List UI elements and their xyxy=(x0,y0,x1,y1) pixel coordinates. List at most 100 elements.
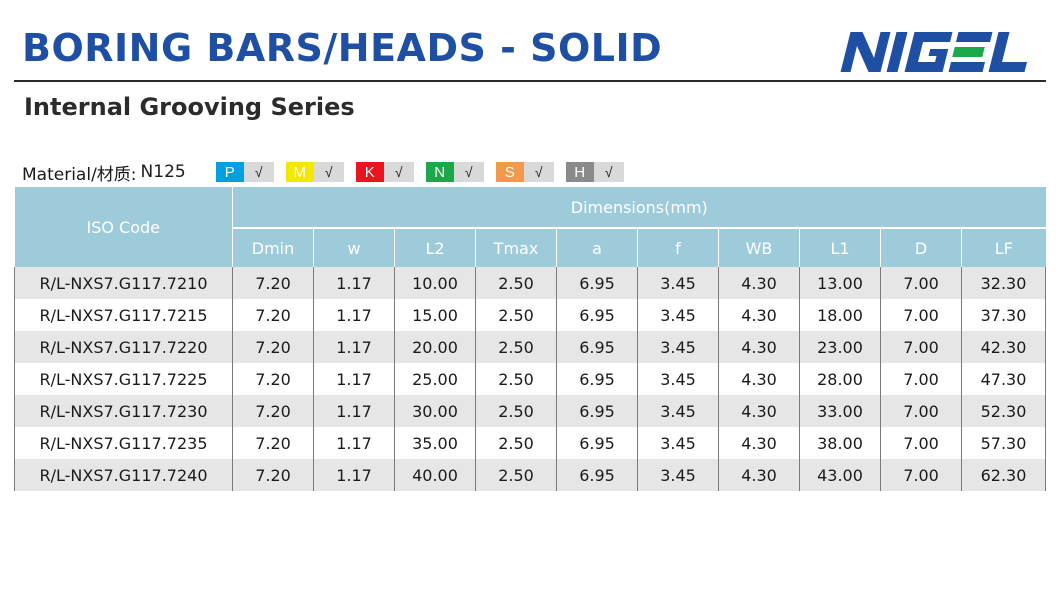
badge-code: S xyxy=(495,162,524,182)
table-cell: 2.50 xyxy=(475,395,557,427)
iso-code-header: ISO Code xyxy=(14,187,233,267)
column-header-tmax: Tmax xyxy=(475,228,557,267)
table-cell: 1.17 xyxy=(313,331,395,363)
material-row: Material/材质: N125 P √ M √ K √ N √ S √ H √ xyxy=(22,160,636,185)
table-cell: 37.30 xyxy=(961,299,1047,331)
table-cell: 3.45 xyxy=(637,459,719,491)
table-cell: 62.30 xyxy=(961,459,1047,491)
table-cell: 1.17 xyxy=(313,363,395,395)
badge-code: N xyxy=(425,162,454,182)
table-cell: 3.45 xyxy=(637,331,719,363)
table-cell: 20.00 xyxy=(394,331,476,363)
table-cell: 7.20 xyxy=(232,459,314,491)
table-cell: 28.00 xyxy=(799,363,881,395)
table-cell: 47.30 xyxy=(961,363,1047,395)
table-cell: 52.30 xyxy=(961,395,1047,427)
series-subtitle: Internal Grooving Series xyxy=(24,93,355,121)
iso-code-cell: R/L-NXS7.G117.7225 xyxy=(14,363,233,395)
table-row: R/L-NXS7.G117.7240 7.20 1.17 40.00 2.50 6.95 3… xyxy=(14,459,1047,491)
table-cell: 7.20 xyxy=(232,331,314,363)
badge-code: H xyxy=(565,162,594,182)
table-cell: 25.00 xyxy=(394,363,476,395)
table-cell: 35.00 xyxy=(394,427,476,459)
table-cell: 30.00 xyxy=(394,395,476,427)
column-header-f: f xyxy=(637,228,719,267)
table-cell: 7.20 xyxy=(232,267,314,299)
table-cell: 7.20 xyxy=(232,299,314,331)
table-cell: 42.30 xyxy=(961,331,1047,363)
table-cell: 1.17 xyxy=(313,427,395,459)
table-row: R/L-NXS7.G117.7230 7.20 1.17 30.00 2.50 6.95 3… xyxy=(14,395,1047,427)
table-cell: 3.45 xyxy=(637,363,719,395)
table-cell: 2.50 xyxy=(475,363,557,395)
check-icon: √ xyxy=(593,162,624,182)
table-row: R/L-NXS7.G117.7215 7.20 1.17 15.00 2.50 6.95 3… xyxy=(14,299,1047,331)
table-cell: 4.30 xyxy=(718,459,800,491)
table-row: R/L-NXS7.G117.7220 7.20 1.17 20.00 2.50 6.95 3… xyxy=(14,331,1047,363)
table-cell: 7.00 xyxy=(880,427,962,459)
material-badge-p: P √ xyxy=(215,162,274,182)
material-badge-n: N √ xyxy=(425,162,484,182)
table-cell: 23.00 xyxy=(799,331,881,363)
check-icon: √ xyxy=(383,162,414,182)
table-cell: 6.95 xyxy=(556,331,638,363)
table-cell: 13.00 xyxy=(799,267,881,299)
column-header-l2: L2 xyxy=(394,228,476,267)
table-cell: 2.50 xyxy=(475,427,557,459)
dimensions-table: ISO Code Dimensions(mm) Dmin w L2 Tmax a f WB L… xyxy=(14,187,1047,491)
table-cell: 4.30 xyxy=(718,363,800,395)
table-cell: 6.95 xyxy=(556,395,638,427)
table-cell: 4.30 xyxy=(718,395,800,427)
material-badge-h: H √ xyxy=(565,162,624,182)
table-row: R/L-NXS7.G117.7210 7.20 1.17 10.00 2.50 6.95 3… xyxy=(14,267,1047,299)
iso-code-cell: R/L-NXS7.G117.7230 xyxy=(14,395,233,427)
table-cell: 15.00 xyxy=(394,299,476,331)
table-cell: 6.95 xyxy=(556,427,638,459)
iso-code-cell: R/L-NXS7.G117.7235 xyxy=(14,427,233,459)
table-cell: 1.17 xyxy=(313,459,395,491)
material-badge-k: K √ xyxy=(355,162,414,182)
table-cell: 57.30 xyxy=(961,427,1047,459)
iso-code-cell: R/L-NXS7.G117.7240 xyxy=(14,459,233,491)
table-cell: 2.50 xyxy=(475,459,557,491)
table-cell: 6.95 xyxy=(556,267,638,299)
table-cell: 32.30 xyxy=(961,267,1047,299)
column-header-dmin: Dmin xyxy=(232,228,314,267)
table-cell: 7.20 xyxy=(232,427,314,459)
badge-code: K xyxy=(355,162,384,182)
table-cell: 3.45 xyxy=(637,395,719,427)
table-cell: 2.50 xyxy=(475,331,557,363)
iso-code-cell: R/L-NXS7.G117.7215 xyxy=(14,299,233,331)
check-icon: √ xyxy=(453,162,484,182)
table-cell: 7.20 xyxy=(232,363,314,395)
table-cell: 7.20 xyxy=(232,395,314,427)
table-cell: 4.30 xyxy=(718,267,800,299)
column-header-l1: L1 xyxy=(799,228,881,267)
table-cell: 40.00 xyxy=(394,459,476,491)
badge-code: P xyxy=(215,162,244,182)
table-cell: 2.50 xyxy=(475,299,557,331)
column-header-w: w xyxy=(313,228,395,267)
table-cell: 7.00 xyxy=(880,267,962,299)
iso-code-cell: R/L-NXS7.G117.7210 xyxy=(14,267,233,299)
header-divider xyxy=(14,80,1046,82)
table-cell: 18.00 xyxy=(799,299,881,331)
table-cell: 7.00 xyxy=(880,299,962,331)
nigel-logo xyxy=(840,32,1028,72)
table-cell: 3.45 xyxy=(637,299,719,331)
table-row: R/L-NXS7.G117.7225 7.20 1.17 25.00 2.50 6.95 3… xyxy=(14,363,1047,395)
table-cell: 1.17 xyxy=(313,395,395,427)
check-icon: √ xyxy=(523,162,554,182)
material-badges: P √ M √ K √ N √ S √ H √ xyxy=(215,162,636,182)
check-icon: √ xyxy=(313,162,344,182)
table-cell: 2.50 xyxy=(475,267,557,299)
table-cell: 3.45 xyxy=(637,427,719,459)
table-cell: 4.30 xyxy=(718,427,800,459)
table-cell: 10.00 xyxy=(394,267,476,299)
iso-code-cell: R/L-NXS7.G117.7220 xyxy=(14,331,233,363)
table-cell: 33.00 xyxy=(799,395,881,427)
material-grade: N125 xyxy=(140,162,186,182)
table-cell: 1.17 xyxy=(313,299,395,331)
table-cell: 4.30 xyxy=(718,331,800,363)
table-cell: 7.00 xyxy=(880,331,962,363)
